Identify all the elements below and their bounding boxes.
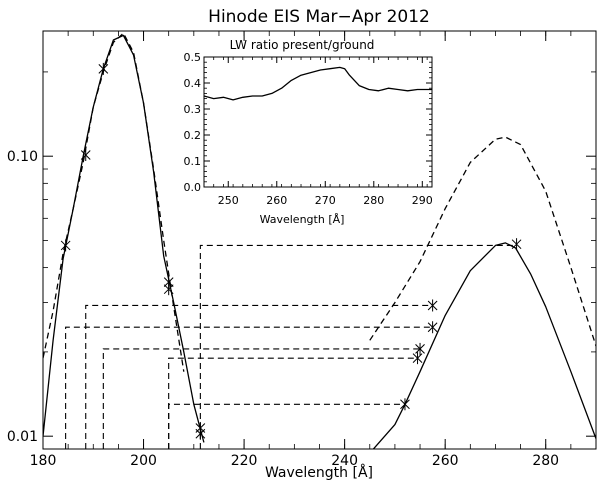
y-tick-label: 0.10: [7, 149, 38, 165]
x-tick-label: 280: [363, 194, 384, 207]
dashed-series-line-2: [369, 136, 596, 347]
solid-series-line-3: [372, 242, 596, 449]
data-point-marker: [400, 398, 410, 411]
data-point-marker: [98, 62, 109, 75]
connector-line: [65, 326, 433, 449]
y-tick-label: 0.4: [184, 77, 202, 90]
connector-line: [168, 357, 418, 449]
main-plot-area: 180 200 220 240 260 280 0.01 0.10: [7, 30, 597, 469]
solid-series-line-0: [204, 66, 432, 101]
x-tick-label: 250: [218, 194, 239, 207]
x-tick-label: 240: [331, 453, 358, 469]
dashed-series-line-0: [43, 32, 185, 372]
y-tick-label: 0.3: [184, 103, 202, 116]
x-tick-label: 270: [315, 194, 336, 207]
connector-line: [102, 348, 421, 449]
x-tick-label: 200: [130, 453, 157, 469]
data-point-marker: [195, 427, 206, 440]
plot-frame: [203, 56, 433, 188]
x-tick-label: 260: [432, 453, 459, 469]
data-layer: [204, 66, 432, 101]
connector-line: [85, 304, 433, 449]
data-layer: [43, 32, 596, 449]
data-point-marker: [415, 342, 425, 355]
data-point-marker: [511, 238, 522, 251]
y-tick-label: 0.2: [184, 129, 202, 142]
connector-line: [199, 244, 517, 449]
chart-title: Hinode EIS Mar−Apr 2012: [208, 7, 430, 27]
inset-background: [170, 57, 432, 187]
x-tick-label: 290: [412, 194, 433, 207]
x-tick-label: 260: [266, 194, 287, 207]
x-tick-label: 280: [532, 453, 559, 469]
data-point-marker: [427, 299, 438, 312]
inset-title: LW ratio present/ground: [230, 38, 375, 52]
data-point-marker: [80, 148, 91, 161]
y-tick-label: 0.1: [184, 155, 202, 168]
x-axis-label: Wavelength [Å]: [265, 464, 373, 481]
inset-plot-area: 250 260 270 280 290 0.0 0.1 0.2 0.3 0.4 0.5: [184, 51, 433, 207]
connector-line: [168, 403, 405, 449]
y-tick-label: 0.5: [184, 51, 202, 64]
y-tick-label: 0.0: [184, 181, 202, 194]
x-tick-label: 180: [30, 453, 57, 469]
data-point-marker: [163, 283, 174, 296]
data-point-marker: [427, 321, 438, 334]
data-point-marker: [412, 352, 423, 365]
data-point-marker: [60, 239, 71, 252]
inset-x-axis-label: Wavelength [Å]: [260, 213, 345, 226]
solid-series-line-1: [43, 34, 205, 443]
x-tick-label: 220: [231, 453, 258, 469]
y-tick-label: 0.01: [7, 429, 38, 445]
